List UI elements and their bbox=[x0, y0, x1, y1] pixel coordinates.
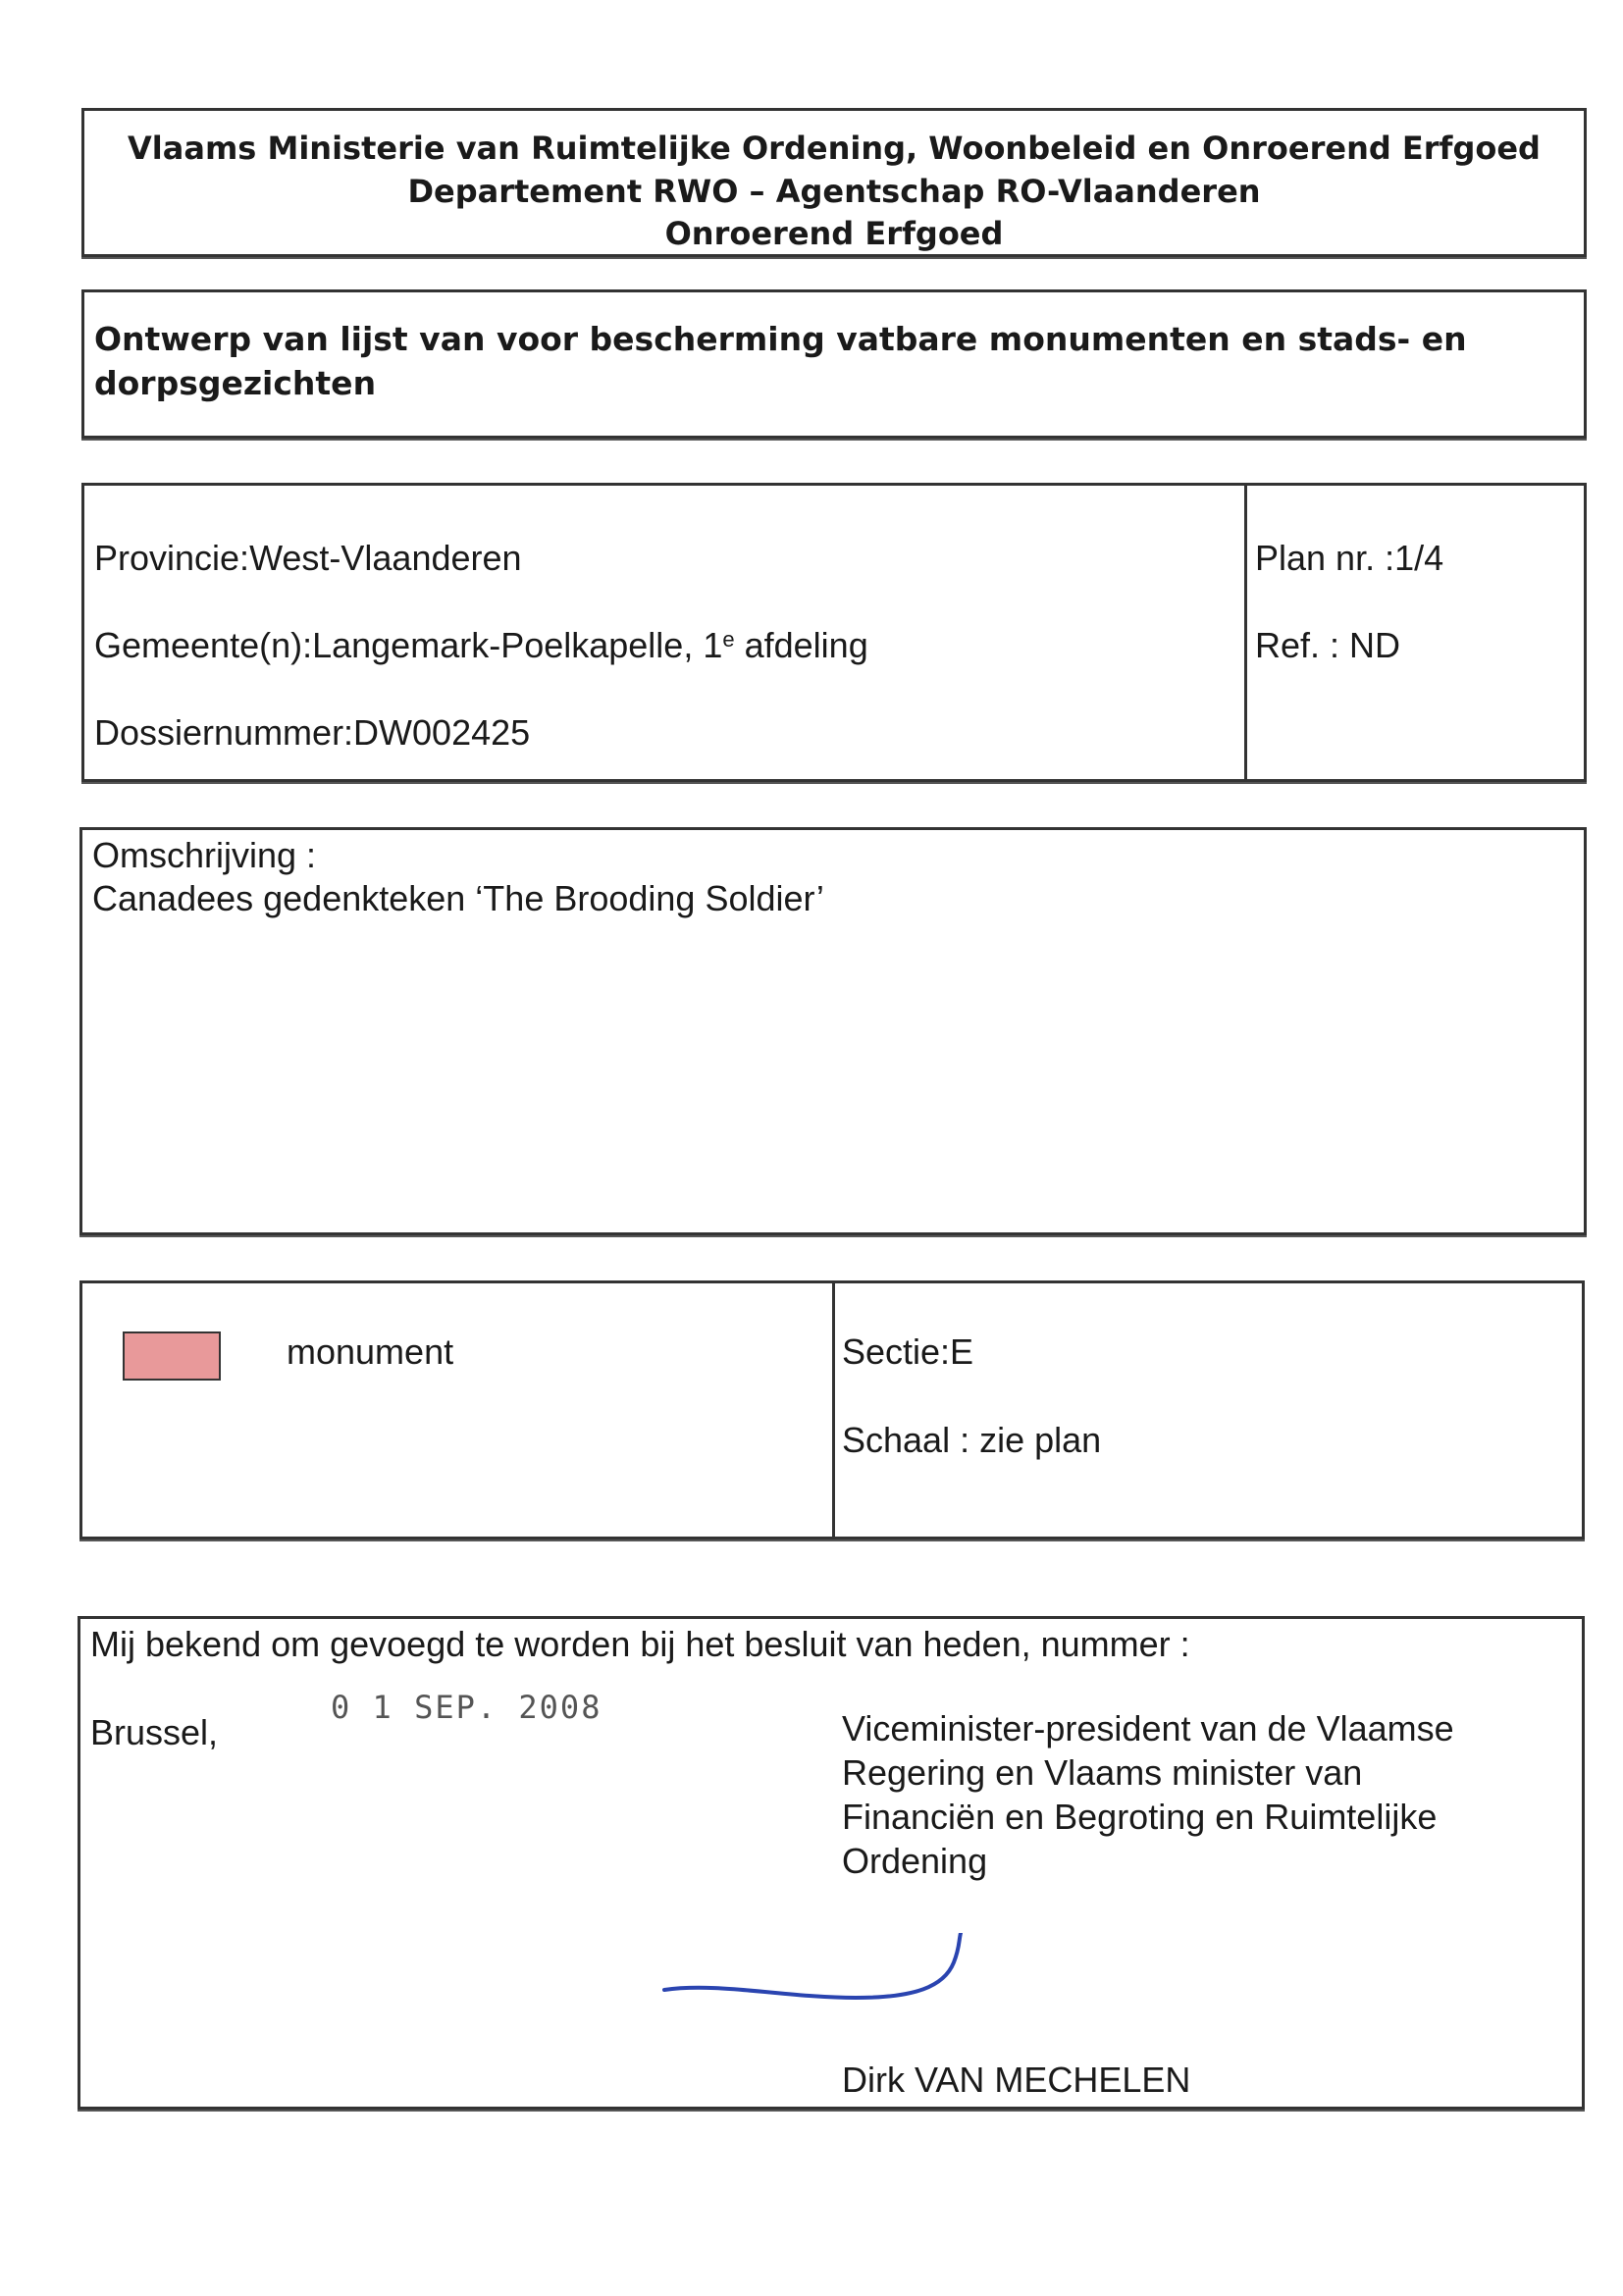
info-box: Provincie:West-Vlaanderen Gemeente(n):La… bbox=[81, 483, 1587, 782]
sectie: Sectie:E bbox=[842, 1331, 974, 1372]
description-box: Omschrijving : Canadees gedenkteken ‘The… bbox=[79, 827, 1587, 1235]
title-box: Ontwerp van lijst van voor bescherming v… bbox=[81, 289, 1587, 439]
department-name: Departement RWO – Agentschap RO-Vlaander… bbox=[407, 173, 1261, 210]
intro-text: Mij bekend om gevoegd te worden bij het … bbox=[90, 1624, 1190, 1664]
gemeente: Gemeente(n):Langemark-Poelkapelle, 1e af… bbox=[94, 624, 868, 667]
plan-number: Plan nr. :1/4 bbox=[1255, 538, 1444, 578]
signatory-title-3: Financiën en Begroting en Ruimtelijke bbox=[842, 1797, 1438, 1837]
dossiernummer: Dossiernummer:DW002425 bbox=[94, 712, 531, 753]
signature-box: Mij bekend om gevoegd te worden bij het … bbox=[78, 1616, 1585, 2110]
signatory-title-2: Regering en Vlaams minister van bbox=[842, 1752, 1363, 1793]
legend-divider bbox=[832, 1283, 835, 1537]
reference: Ref. : ND bbox=[1255, 625, 1401, 665]
monument-label: monument bbox=[287, 1331, 454, 1372]
signatory-title-1: Viceminister-president van de Vlaamse bbox=[842, 1708, 1454, 1748]
monument-swatch bbox=[123, 1331, 221, 1381]
document-title-line2: dorpsgezichten bbox=[94, 364, 377, 402]
info-divider bbox=[1244, 486, 1247, 779]
gemeente-sup: e bbox=[722, 627, 735, 652]
legend-box: monument Sectie:E Schaal : zie plan bbox=[79, 1280, 1585, 1539]
gemeente-text: Gemeente(n):Langemark-Poelkapelle, 1 bbox=[94, 625, 723, 665]
signatory-name: Dirk VAN MECHELEN bbox=[842, 2060, 1191, 2100]
document-title-line1: Ontwerp van lijst van voor bescherming v… bbox=[94, 320, 1467, 358]
description-text: Canadees gedenkteken ‘The Brooding Soldi… bbox=[92, 878, 824, 918]
date-stamp: 0 1 SEP. 2008 bbox=[331, 1689, 602, 1726]
gemeente-suffix: afdeling bbox=[734, 625, 868, 665]
place: Brussel, bbox=[90, 1712, 219, 1752]
agency-name: Onroerend Erfgoed bbox=[664, 215, 1004, 252]
signatory-title-4: Ordening bbox=[842, 1841, 988, 1881]
provincie: Provincie:West-Vlaanderen bbox=[94, 538, 522, 578]
header-box: Vlaams Ministerie van Ruimtelijke Ordeni… bbox=[81, 108, 1587, 257]
ministry-name: Vlaams Ministerie van Ruimtelijke Ordeni… bbox=[128, 130, 1541, 167]
schaal: Schaal : zie plan bbox=[842, 1420, 1102, 1460]
handwritten-signature bbox=[662, 1933, 963, 2001]
description-label: Omschrijving : bbox=[92, 835, 317, 875]
